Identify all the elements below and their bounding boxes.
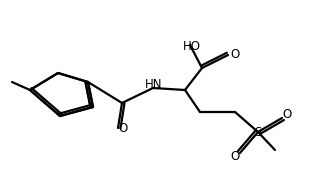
Text: O: O <box>282 107 292 121</box>
Text: S: S <box>254 125 262 139</box>
Text: O: O <box>230 151 240 164</box>
Text: HO: HO <box>183 40 201 52</box>
Text: O: O <box>230 47 240 61</box>
Text: HN: HN <box>145 77 163 91</box>
Text: O: O <box>118 123 128 135</box>
